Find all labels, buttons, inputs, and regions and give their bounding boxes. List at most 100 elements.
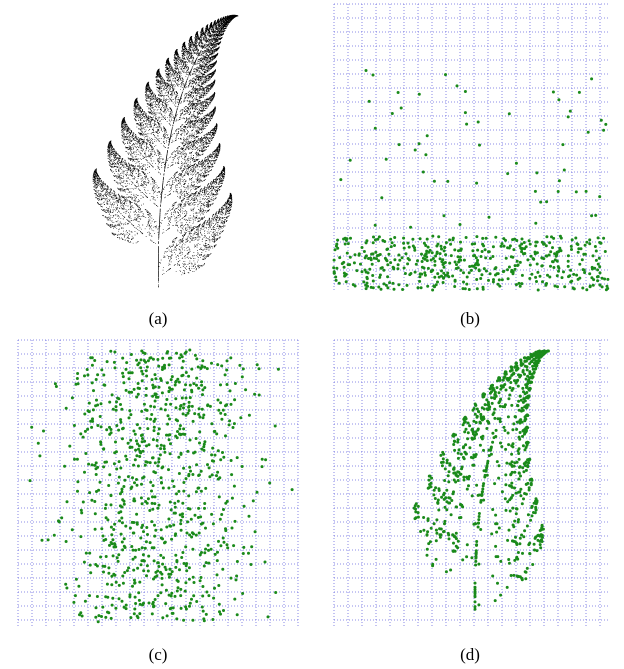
point [125,389,128,392]
point [486,474,489,477]
point [145,375,148,378]
point [110,583,113,586]
point [129,616,132,619]
point [121,488,124,491]
point [522,444,525,447]
point [120,408,123,411]
point [235,578,238,581]
point [471,265,474,268]
point [187,406,190,409]
point [374,127,377,130]
point [533,502,536,505]
point [131,585,134,588]
point [416,259,419,262]
point [201,359,204,362]
point [133,499,136,502]
point [157,432,160,435]
point [518,376,521,379]
point [162,487,165,490]
point [153,502,156,505]
point [462,271,465,274]
point [195,377,198,380]
point [111,604,114,607]
point [515,428,518,431]
point [465,123,468,126]
point [389,238,392,241]
point [90,426,93,429]
point [567,260,570,263]
point [103,383,106,386]
point [427,487,430,490]
point [534,276,537,279]
point [447,474,450,477]
point [533,371,536,374]
point [525,441,528,444]
point [173,512,176,515]
point [519,494,522,497]
point [90,499,93,502]
point [178,472,181,475]
point [104,616,107,619]
point [583,271,586,274]
point [477,518,480,521]
point [531,365,534,368]
point [506,586,509,589]
point [542,257,545,260]
point [153,535,156,538]
point [197,413,200,416]
point [477,526,480,529]
point [161,391,164,394]
point [95,473,98,476]
point [210,422,213,425]
point [169,452,172,455]
point [430,527,433,530]
point [501,278,504,281]
point [148,357,151,360]
point [501,490,504,493]
point [145,369,148,372]
point [204,527,207,530]
point [188,534,191,537]
point [86,368,89,371]
point [64,583,67,586]
point [29,479,32,482]
point [187,474,190,477]
point [517,400,520,403]
point [523,241,526,244]
point [418,142,421,145]
point [476,287,479,290]
point [526,395,529,398]
point [148,443,151,446]
point [134,581,137,584]
point [536,263,539,266]
point [365,287,368,290]
point [53,534,56,537]
point [175,492,178,495]
point [121,575,124,578]
point [129,527,132,530]
point [435,529,438,532]
point [189,470,192,473]
point [458,516,461,519]
point [339,178,342,181]
point [433,260,436,263]
point [600,242,603,245]
point [530,376,533,379]
point [534,361,537,364]
point [215,432,218,435]
point [156,507,159,510]
point [534,537,537,540]
point [478,269,481,272]
point [177,580,180,583]
point [179,522,182,525]
point [113,361,116,364]
point [468,265,471,268]
point [123,537,126,540]
point [85,552,88,555]
point [530,360,533,363]
point [178,357,181,360]
point [516,461,519,464]
point [478,512,481,515]
point [488,216,491,219]
point [153,524,156,527]
